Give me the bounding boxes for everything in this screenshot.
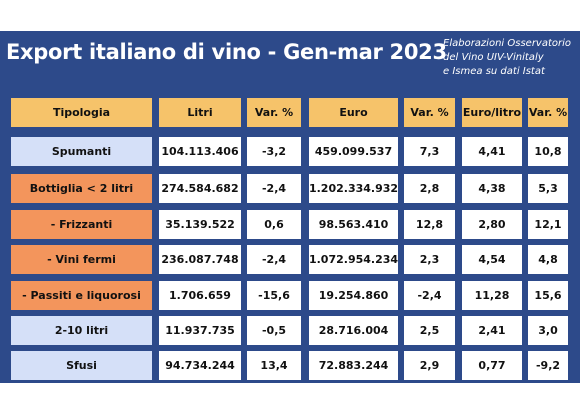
source-note: Elaborazioni Osservatorio del Vino UIV-V… [443, 37, 579, 79]
source-note-line: del Vino UIV-Vinitaly [443, 52, 544, 63]
table-cell: 2,8 [404, 174, 455, 203]
table-cell: 2,41 [462, 316, 522, 345]
table-cell: 72.883.244 [309, 351, 398, 380]
table-cell: 94.734.244 [159, 351, 241, 380]
table-cell: 3,0 [528, 316, 568, 345]
table-cell: 35.139.522 [159, 210, 241, 239]
table-cell: 1.072.954.234 [309, 245, 398, 274]
column-header: Tipologia [11, 98, 152, 127]
table-cell: 19.254.860 [309, 281, 398, 310]
row-vini-fermi-label: - Vini fermi [11, 245, 152, 274]
table-cell: 0,77 [462, 351, 522, 380]
table-cell: 12,1 [528, 210, 568, 239]
table-cell: 4,8 [528, 245, 568, 274]
column-header: Euro [309, 98, 398, 127]
table-cell: 2,3 [404, 245, 455, 274]
row-bottiglia-label: Bottiglia < 2 litri [11, 174, 152, 203]
page-title: Export italiano di vino - Gen-mar 2023 [6, 40, 447, 64]
table-cell: 13,4 [247, 351, 301, 380]
table-cell: 2,9 [404, 351, 455, 380]
table-cell: 7,3 [404, 137, 455, 166]
row-sfusi-label: Sfusi [11, 351, 152, 380]
table-cell: 0,6 [247, 210, 301, 239]
source-note-line: Elaborazioni Osservatorio [443, 38, 572, 49]
column-header: Var. % [404, 98, 455, 127]
table-cell: 1.202.334.932 [309, 174, 398, 203]
source-note-line: e Ismea su dati Istat [443, 66, 545, 77]
table-cell: 104.113.406 [159, 137, 241, 166]
table-cell: -2,4 [247, 245, 301, 274]
table-cell: 10,8 [528, 137, 568, 166]
row-spumanti-label: Spumanti [11, 137, 152, 166]
table-cell: 459.099.537 [309, 137, 398, 166]
table-cell: -15,6 [247, 281, 301, 310]
table-cell: -0,5 [247, 316, 301, 345]
table-cell: 236.087.748 [159, 245, 241, 274]
row-passiti-label: - Passiti e liquorosi [11, 281, 152, 310]
table-cell: 274.584.682 [159, 174, 241, 203]
table-cell: 98.563.410 [309, 210, 398, 239]
table-cell: 11.937.735 [159, 316, 241, 345]
table-cell: 4,54 [462, 245, 522, 274]
column-header: Euro/litro [462, 98, 522, 127]
column-header: Var. % [528, 98, 568, 127]
table-cell: -2,4 [404, 281, 455, 310]
table-cell: 28.716.004 [309, 316, 398, 345]
row-frizzanti-label: - Frizzanti [11, 210, 152, 239]
table-cell: 2,5 [404, 316, 455, 345]
column-header: Litri [159, 98, 241, 127]
table-cell: 12,8 [404, 210, 455, 239]
table-cell: 1.706.659 [159, 281, 241, 310]
table-cell: -3,2 [247, 137, 301, 166]
table-cell: 5,3 [528, 174, 568, 203]
table-cell: -9,2 [528, 351, 568, 380]
table-cell: -2,4 [247, 174, 301, 203]
row-2-10-litri-label: 2-10 litri [11, 316, 152, 345]
table-cell: 15,6 [528, 281, 568, 310]
column-header: Var. % [247, 98, 301, 127]
table-cell: 11,28 [462, 281, 522, 310]
table-cell: 4,41 [462, 137, 522, 166]
table-cell: 4,38 [462, 174, 522, 203]
table-cell: 2,80 [462, 210, 522, 239]
